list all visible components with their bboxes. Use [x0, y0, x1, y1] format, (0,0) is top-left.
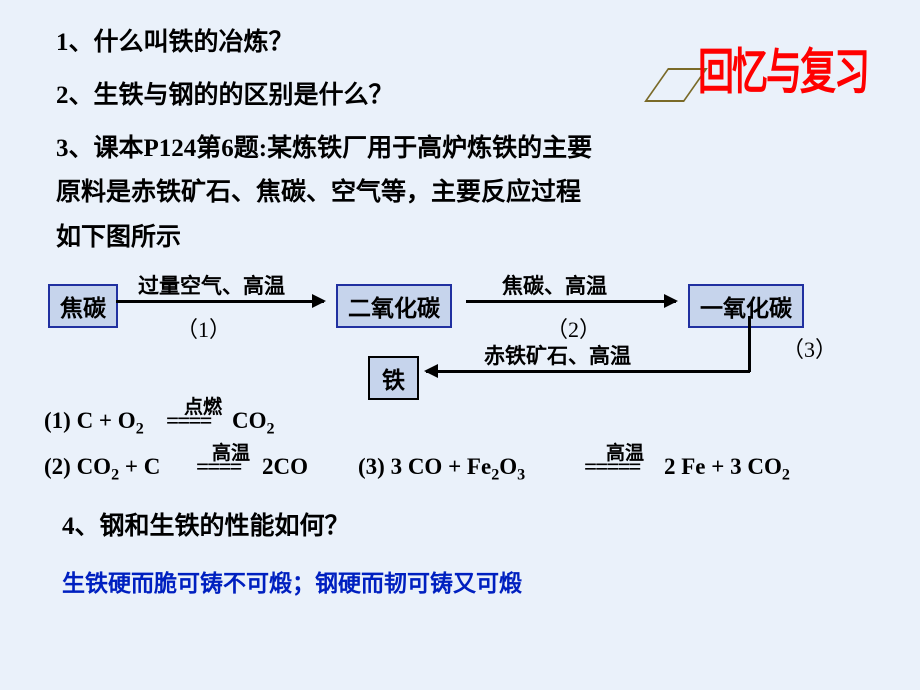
step-label-2: （2） — [546, 312, 601, 344]
equation-row-2-3: (2) CO2 + C 高温 ==== 2CO (3) 3 CO + Fe2O3… — [44, 444, 880, 488]
eq1-sub2: 2 — [267, 420, 275, 437]
eq2-line: ==== — [196, 454, 240, 480]
edge-label-1: 过量空气、高温 — [138, 270, 285, 300]
question-3-line1: 3、课本P124第6题:某炼铁厂用于高炉炼铁的主要 — [56, 130, 880, 169]
question-4: 4、钢和生铁的性能如何？ — [62, 506, 880, 542]
step-label-3: （3） — [782, 332, 837, 364]
question-3-line2: 原料是赤铁矿石、焦碳、空气等，主要反应过程 — [56, 174, 880, 213]
eq3-mid: O — [499, 454, 517, 479]
eq2-rhs: 2CO — [262, 454, 308, 479]
arrow-3-vertical-icon — [748, 316, 751, 372]
arrow-3-icon — [426, 370, 750, 373]
flow-node-co: 一氧化碳 — [688, 284, 804, 328]
eq1-rhs: CO — [232, 408, 267, 433]
edge-label-3: 赤铁矿石、高温 — [484, 340, 631, 370]
flow-node-coke: 焦碳 — [48, 284, 118, 328]
decor-title: 回忆与复习 — [662, 40, 882, 130]
eq1-line: ==== — [166, 408, 210, 434]
eq3-line: ===== — [584, 454, 640, 480]
eq3-rhs: 2 Fe + 3 CO — [664, 454, 782, 479]
step-label-1: （1） — [176, 312, 231, 344]
eq3-lhs: (3) 3 CO + Fe — [358, 454, 491, 479]
edge-label-2: 焦碳、高温 — [502, 270, 607, 300]
decor-text: 回忆与复习 — [698, 33, 868, 103]
eq2-sub1: 2 — [111, 466, 119, 483]
eq2-mid: + C — [119, 454, 160, 479]
eq3-sub2: 3 — [517, 466, 525, 483]
arrow-1-icon — [116, 300, 324, 303]
slide-content: 回忆与复习 1、什么叫铁的冶炼？ 2、生铁与钢的的区别是什么？ 3、课本P124… — [0, 0, 920, 598]
answer-4: 生铁硬而脆可铸不可煅；钢硬而韧可铸又可煅 — [62, 564, 880, 598]
eq1-sub1: 2 — [136, 420, 144, 437]
flow-node-iron: 铁 — [368, 356, 419, 400]
flowchart: 焦碳 二氧化碳 一氧化碳 铁 过量空气、高温 焦碳、高温 赤铁矿石、高温 （1）… — [48, 266, 880, 416]
question-3-line3: 如下图所示 — [56, 219, 880, 258]
eq1-lhs: (1) C + O — [44, 408, 136, 433]
arrow-2-icon — [466, 300, 676, 303]
flow-node-co2: 二氧化碳 — [336, 284, 452, 328]
eq3-sub3: 2 — [782, 466, 790, 483]
equation-1: (1) C + O2 点燃 ==== CO2 — [44, 398, 880, 442]
eq2-lhs: (2) CO — [44, 454, 111, 479]
